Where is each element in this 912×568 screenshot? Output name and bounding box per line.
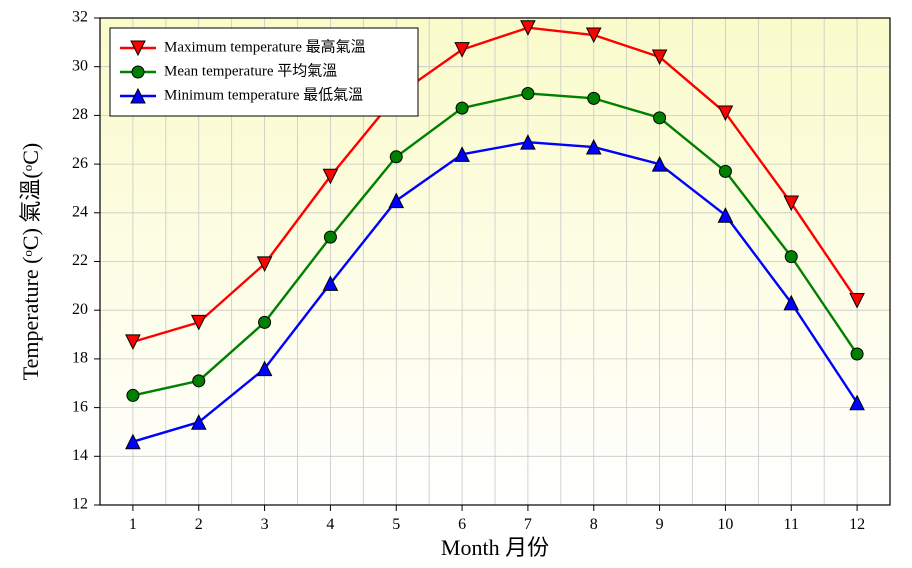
- svg-text:10: 10: [717, 516, 733, 533]
- legend: Maximum temperature 最高氣溫 Mean temperature…: [110, 28, 418, 116]
- svg-text:3: 3: [261, 516, 269, 533]
- svg-text:1: 1: [129, 516, 137, 533]
- svg-text:28: 28: [72, 106, 88, 123]
- legend-label-0: Maximum temperature 最高氣溫: [164, 38, 366, 55]
- y-axis-label: Temperature (oC) 氣溫(oC): [18, 143, 43, 381]
- svg-text:18: 18: [72, 350, 88, 367]
- legend-label-1: Mean temperature 平均氣溫: [164, 62, 337, 79]
- svg-text:22: 22: [72, 252, 88, 269]
- svg-text:30: 30: [72, 57, 88, 74]
- temperature-chart: 1214161820222426283032123456789101112Mon…: [0, 0, 912, 563]
- x-axis-label: Month 月份: [441, 535, 549, 560]
- legend-label-2: Minimum temperature 最低氣溫: [164, 86, 363, 103]
- svg-text:20: 20: [72, 301, 88, 318]
- svg-text:8: 8: [590, 516, 598, 533]
- svg-text:2: 2: [195, 516, 203, 533]
- svg-text:24: 24: [72, 203, 88, 220]
- svg-text:6: 6: [458, 516, 466, 533]
- svg-text:16: 16: [72, 398, 88, 415]
- svg-text:32: 32: [72, 9, 88, 26]
- svg-text:5: 5: [392, 516, 400, 533]
- svg-text:12: 12: [72, 496, 88, 513]
- svg-text:26: 26: [72, 155, 88, 172]
- svg-text:11: 11: [784, 516, 799, 533]
- svg-text:12: 12: [849, 516, 865, 533]
- svg-text:9: 9: [656, 516, 664, 533]
- chart-svg: 1214161820222426283032123456789101112Mon…: [0, 0, 912, 563]
- svg-text:4: 4: [326, 516, 334, 533]
- svg-text:14: 14: [72, 447, 88, 464]
- svg-text:7: 7: [524, 516, 532, 533]
